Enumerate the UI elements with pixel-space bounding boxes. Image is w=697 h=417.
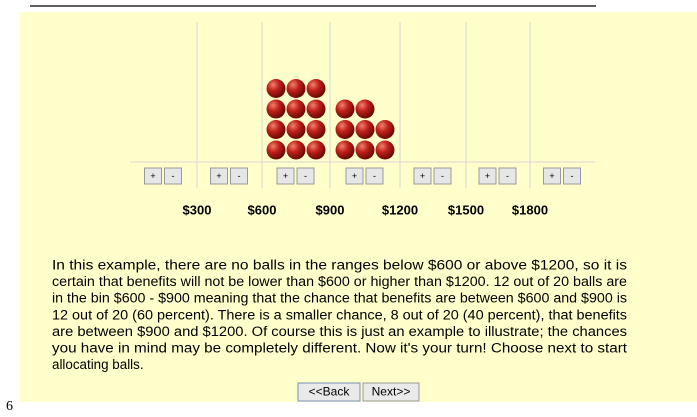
ball [355, 140, 375, 160]
minus-button[interactable] [230, 167, 248, 185]
minus-button[interactable] [498, 167, 517, 185]
minus-button[interactable] [365, 167, 384, 185]
ball [306, 99, 326, 119]
ball [335, 140, 355, 160]
minus-label[interactable]: - [373, 171, 376, 181]
ball [286, 79, 306, 98]
minus-label[interactable]: - [238, 171, 241, 181]
ball [266, 140, 286, 160]
ball [355, 99, 375, 119]
minus-button[interactable] [296, 167, 315, 185]
paragraph-line: In this example, there are no balls in t… [52, 258, 627, 273]
minus-label[interactable]: - [506, 171, 509, 181]
paragraph-line: certain that benefits will not be lower … [52, 274, 627, 289]
ball [375, 120, 395, 139]
bins: + - + - + - + - + - + - + - $300 $600 $900 $1200 $1500 $180… [144, 22, 581, 217]
ball [306, 79, 326, 98]
ball [266, 79, 286, 98]
ball [266, 99, 286, 119]
ball [306, 120, 326, 139]
plus-label[interactable]: + [485, 171, 490, 181]
minus-button[interactable] [563, 167, 581, 185]
ball [286, 140, 306, 160]
plus-label[interactable]: + [150, 171, 155, 181]
back-button[interactable]: <<Back [297, 382, 361, 402]
boundary-label: $1200 [382, 202, 418, 217]
plus-button[interactable] [210, 167, 228, 185]
back-button-label[interactable]: <<Back [309, 385, 351, 399]
paragraph-line: 12 out of 20 (60 percent). There is a sm… [52, 307, 627, 322]
minus-label[interactable]: - [304, 171, 307, 181]
plus-button[interactable] [144, 167, 162, 185]
minus-label[interactable]: - [172, 171, 175, 181]
plus-label[interactable]: + [216, 171, 221, 181]
minus-button[interactable] [433, 167, 452, 185]
plus-button[interactable] [543, 167, 561, 185]
paragraph-line: are between $900 and $1200. Of course th… [52, 324, 627, 339]
paragraph-line: allocating balls. [52, 357, 144, 372]
paragraph-line: you have in mind may be completely diffe… [52, 341, 627, 356]
ball [306, 140, 326, 160]
plus-label[interactable]: + [420, 171, 425, 181]
minus-button[interactable] [164, 167, 182, 185]
ball [375, 140, 395, 160]
plus-button[interactable] [478, 167, 497, 185]
ball [335, 120, 355, 139]
next-button-label[interactable]: Next>> [372, 385, 411, 399]
paragraph: In this example, there are no balls in t… [52, 258, 627, 373]
boundary-label: $1800 [512, 202, 548, 217]
boundary-label: $300 [183, 202, 212, 217]
next-button-box[interactable] [362, 382, 420, 402]
minus-label[interactable]: - [571, 171, 574, 181]
next-button[interactable]: Next>> [362, 382, 420, 402]
back-button-box[interactable] [297, 382, 361, 402]
ball [335, 99, 355, 119]
plus-button[interactable] [413, 167, 432, 185]
boundary-label: $1500 [448, 202, 484, 217]
plus-button[interactable] [345, 167, 364, 185]
ball [355, 120, 375, 139]
plus-button[interactable] [276, 167, 295, 185]
plus-label[interactable]: + [549, 171, 554, 181]
paragraph-line: in the bin $600 - $900 meaning that the … [52, 291, 627, 306]
ball [286, 120, 306, 139]
boundary-label: $900 [316, 202, 345, 217]
page-number: 6 [6, 399, 13, 414]
panel [20, 12, 697, 402]
boundary-label: $600 [248, 202, 277, 217]
ball [286, 99, 306, 119]
minus-label[interactable]: - [441, 171, 444, 181]
ball [266, 120, 286, 139]
plus-label[interactable]: + [283, 171, 288, 181]
plus-label[interactable]: + [352, 171, 357, 181]
